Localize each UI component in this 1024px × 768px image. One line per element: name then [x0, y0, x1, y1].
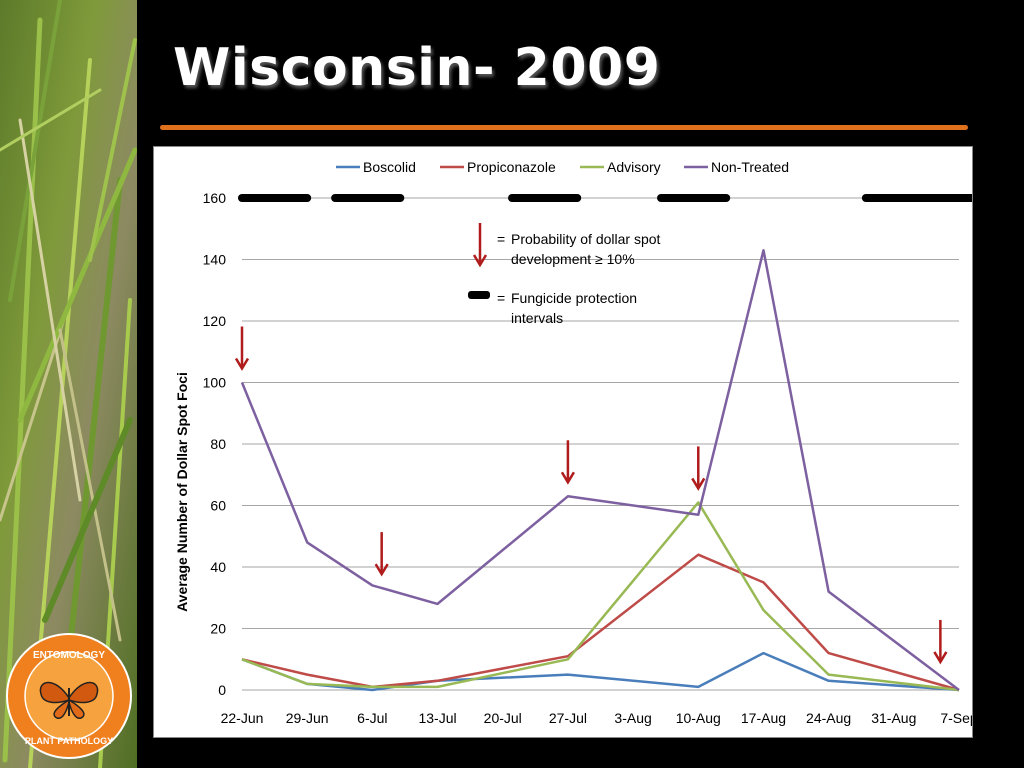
interval-legend-icon — [468, 291, 490, 299]
title-divider — [160, 125, 968, 130]
x-tick-label: 24-Aug — [806, 710, 851, 726]
y-tick-label: 0 — [218, 682, 226, 698]
legend-label: Boscolid — [363, 159, 416, 175]
probability-arrow — [374, 532, 389, 577]
y-tick-label: 80 — [210, 436, 226, 452]
legend-label: Advisory — [607, 159, 661, 175]
y-tick-label: 60 — [210, 498, 226, 514]
y-tick-label: 100 — [203, 375, 227, 391]
y-tick-label: 40 — [210, 559, 226, 575]
x-tick-label: 27-Jul — [549, 710, 587, 726]
interval-note-prefix: = — [497, 290, 505, 306]
arrow-note: = Probability of dollar spot development… — [472, 223, 661, 268]
x-tick-label: 10-Aug — [676, 710, 721, 726]
x-tick-label: 7-Sep — [940, 710, 972, 726]
y-axis-label: Average Number of Dollar Spot Foci — [174, 372, 190, 612]
x-tick-label: 22-Jun — [221, 710, 264, 726]
legend-label: Propiconazole — [467, 159, 556, 175]
monarch-butterfly-icon — [39, 681, 99, 719]
y-tick-label: 20 — [210, 621, 226, 637]
interval-note-line-1: Fungicide protection — [511, 290, 637, 306]
x-tick-label: 6-Jul — [357, 710, 387, 726]
x-axis-ticks: 22-Jun 29-Jun 6-Jul 13-Jul 20-Jul 27-Jul 3-Aug… — [221, 710, 972, 726]
y-tick-label: 140 — [203, 252, 227, 268]
probability-arrow — [933, 619, 948, 665]
probability-arrow — [234, 326, 250, 371]
probability-arrow — [560, 440, 575, 485]
arrow-note-line-2: development ≥ 10% — [511, 251, 635, 267]
legend: Boscolid Propiconazole Advisory Non-Treated — [336, 159, 789, 175]
gridlines — [242, 197, 959, 691]
x-tick-label: 17-Aug — [741, 710, 786, 726]
x-tick-label: 3-Aug — [614, 710, 651, 726]
interval-note: = Fungicide protection intervals — [468, 290, 637, 326]
x-tick-label: 31-Aug — [871, 710, 916, 726]
arrow-note-prefix: = — [497, 231, 505, 247]
slide-title: Wisconsin- 2009 — [173, 38, 661, 98]
y-axis-ticks: 0 20 40 60 80 100 120 140 160 — [203, 190, 227, 698]
x-tick-label: 13-Jul — [418, 710, 456, 726]
svg-text:ENTOMOLOGY: ENTOMOLOGY — [33, 650, 105, 661]
x-tick-label: 20-Jul — [484, 710, 522, 726]
y-tick-label: 120 — [203, 313, 227, 329]
x-tick-label: 29-Jun — [286, 710, 329, 726]
line-chart: 0 20 40 60 80 100 120 140 160 22-Jun 29-Jun 6-Jul 1… — [174, 159, 972, 726]
arrow-note-line-1: Probability of dollar spot — [511, 231, 661, 247]
interval-note-line-2: intervals — [511, 310, 563, 326]
svg-text:PLANT PATHOLOGY: PLANT PATHOLOGY — [25, 736, 113, 746]
series-lines — [240, 249, 960, 692]
probability-arrow — [691, 446, 706, 491]
entomology-plant-pathology-logo: ENTOMOLOGY PLANT PATHOLOGY — [6, 633, 132, 759]
chart-panel: 0 20 40 60 80 100 120 140 160 22-Jun 29-Jun 6-Jul 1… — [153, 146, 973, 738]
annotations: = Probability of dollar spot development… — [468, 223, 661, 326]
series-line-non-treated — [240, 249, 960, 691]
legend-label: Non-Treated — [711, 159, 789, 175]
probability-arrows — [234, 326, 948, 665]
y-tick-label: 160 — [203, 190, 227, 206]
series-line-propiconazole — [241, 553, 960, 692]
series-line-advisory — [241, 501, 960, 692]
